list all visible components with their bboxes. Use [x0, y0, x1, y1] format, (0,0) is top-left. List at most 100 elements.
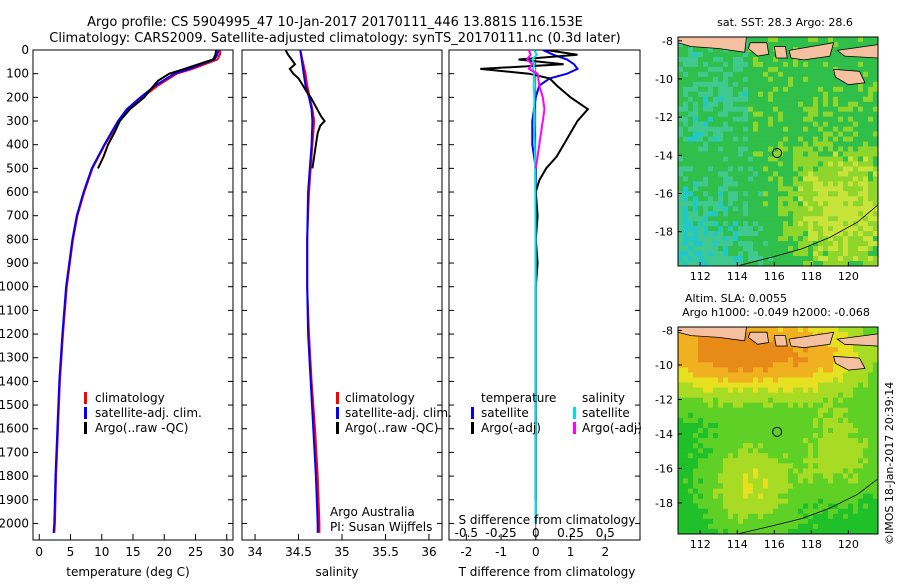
map-cell: [798, 503, 804, 510]
map-cell: [693, 241, 699, 247]
map-cell: [723, 488, 729, 495]
map-cell: [753, 156, 759, 162]
map-cell: [778, 327, 784, 333]
map-cell: [728, 221, 734, 227]
map-cell: [758, 352, 764, 358]
map-cell: [858, 332, 864, 338]
map-cell: [753, 101, 759, 108]
map-cell: [703, 438, 709, 444]
map-cell: [738, 427, 744, 434]
map-cell: [783, 392, 789, 399]
map-cell: [813, 377, 819, 384]
map-cell: [693, 201, 699, 207]
map-cell: [763, 448, 769, 454]
map-cell: [838, 126, 844, 133]
map-cell: [753, 382, 759, 389]
map-cell: [738, 377, 744, 384]
map-cell: [773, 332, 779, 338]
map-cell: [823, 518, 829, 525]
map-cell: [678, 61, 684, 68]
map-cell: [733, 166, 739, 172]
map-cell: [813, 231, 819, 237]
map-cell: [738, 91, 744, 98]
map-cell: [733, 241, 739, 247]
map-cell: [678, 256, 684, 262]
map-cell: [763, 352, 769, 358]
map-cell: [733, 508, 739, 515]
map-cell: [808, 216, 814, 222]
map-cell: [708, 523, 714, 530]
map-cell: [813, 397, 819, 404]
map-cell: [753, 513, 759, 520]
difference-xlabel: T difference from climatology: [458, 565, 636, 579]
map-cell: [858, 86, 864, 93]
map-cell: [848, 458, 854, 464]
map-cell: [833, 417, 839, 424]
map-cell: [703, 136, 709, 143]
map-cell: [813, 443, 819, 449]
map-cell: [683, 76, 689, 83]
map-cell: [868, 101, 874, 108]
map-cell: [678, 422, 684, 429]
map-cell: [843, 241, 849, 247]
map-cell: [748, 121, 754, 128]
map-cell: [828, 478, 834, 485]
map-cell: [838, 131, 844, 138]
map-cell: [713, 216, 719, 222]
map-cell: [763, 387, 769, 394]
map-cell: [833, 347, 839, 353]
map-cell: [743, 71, 749, 78]
map-cell: [753, 86, 759, 93]
map-cell: [873, 392, 878, 399]
series-line-s-satellite: [531, 50, 539, 524]
map-cell: [843, 151, 849, 157]
map-cell: [738, 397, 744, 404]
map-cell: [868, 478, 874, 485]
map-cell: [858, 518, 864, 525]
map-cell: [798, 528, 804, 534]
map-cell: [868, 357, 874, 363]
map-y-tick-label: -12: [655, 393, 673, 406]
map-cell: [683, 71, 689, 78]
map-cell: [793, 427, 799, 434]
y-tick-label: 0: [21, 43, 29, 57]
map-cell: [793, 206, 799, 212]
map-cell: [703, 161, 709, 167]
map-cell: [698, 387, 704, 394]
map-cell: [683, 473, 689, 479]
map-cell: [853, 211, 859, 217]
map-cell: [803, 362, 809, 368]
map-cell: [863, 126, 869, 133]
temperature-xlabel: temperature (deg C): [66, 565, 189, 579]
map-cell: [718, 372, 724, 378]
map-cell: [713, 478, 719, 485]
x-top-tick-label: -0.5: [455, 526, 478, 540]
map-cell: [798, 397, 804, 404]
map-cell: [783, 422, 789, 429]
map-cell: [678, 161, 684, 167]
map-cell: [758, 226, 764, 232]
map-cell: [773, 523, 779, 530]
map-cell: [873, 136, 878, 143]
map-cell: [828, 498, 834, 505]
map-cell: [858, 438, 864, 444]
map-cell: [818, 357, 824, 363]
map-cell: [868, 126, 874, 133]
map-cell: [853, 221, 859, 227]
map-cell: [678, 433, 684, 439]
map-cell: [683, 372, 689, 378]
map-cell: [843, 453, 849, 459]
map-cell: [728, 412, 734, 419]
map-cell: [803, 478, 809, 485]
map-cell: [793, 191, 799, 197]
map-cell: [863, 362, 869, 368]
map-cell: [778, 176, 784, 182]
map-cell: [793, 236, 799, 242]
map-cell: [808, 256, 814, 262]
map-cell: [738, 96, 744, 103]
map-cell: [678, 332, 684, 338]
map-cell: [773, 256, 779, 262]
map-cell: [838, 206, 844, 212]
map-cell: [738, 407, 744, 414]
map-cell: [753, 261, 759, 266]
